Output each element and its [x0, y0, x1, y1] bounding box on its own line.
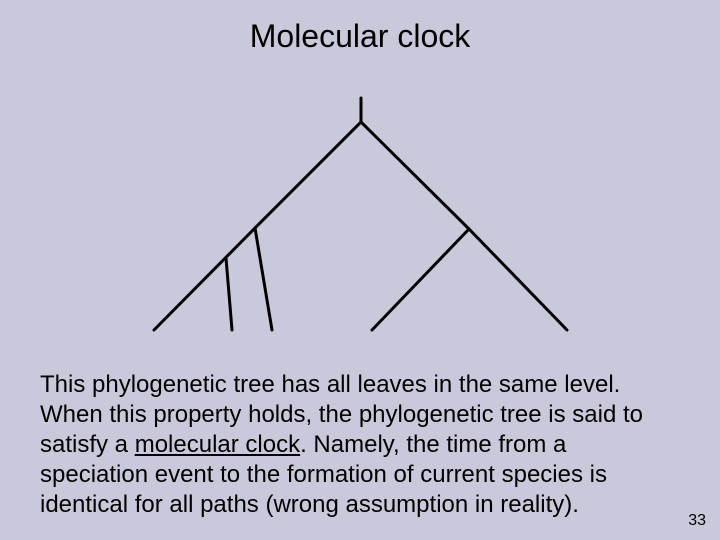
- body-underlined-term: molecular clock: [135, 431, 300, 458]
- tree-edge-ll-short: [226, 258, 232, 330]
- tree-edge-left-left: [154, 228, 255, 330]
- slide: Molecular clock This phylogenetic tree h…: [0, 0, 720, 540]
- slide-title: Molecular clock: [0, 18, 720, 55]
- tree-edge-root-right: [361, 122, 469, 229]
- page-number: 33: [688, 512, 706, 530]
- tree-edge-root-left: [255, 122, 361, 228]
- tree-edge-right-right: [469, 229, 567, 330]
- tree-edge-left-right: [255, 228, 272, 330]
- phylogenetic-tree-diagram: [120, 90, 600, 340]
- body-paragraph: This phylogenetic tree has all leaves in…: [40, 370, 680, 520]
- tree-edge-right-left: [372, 229, 469, 330]
